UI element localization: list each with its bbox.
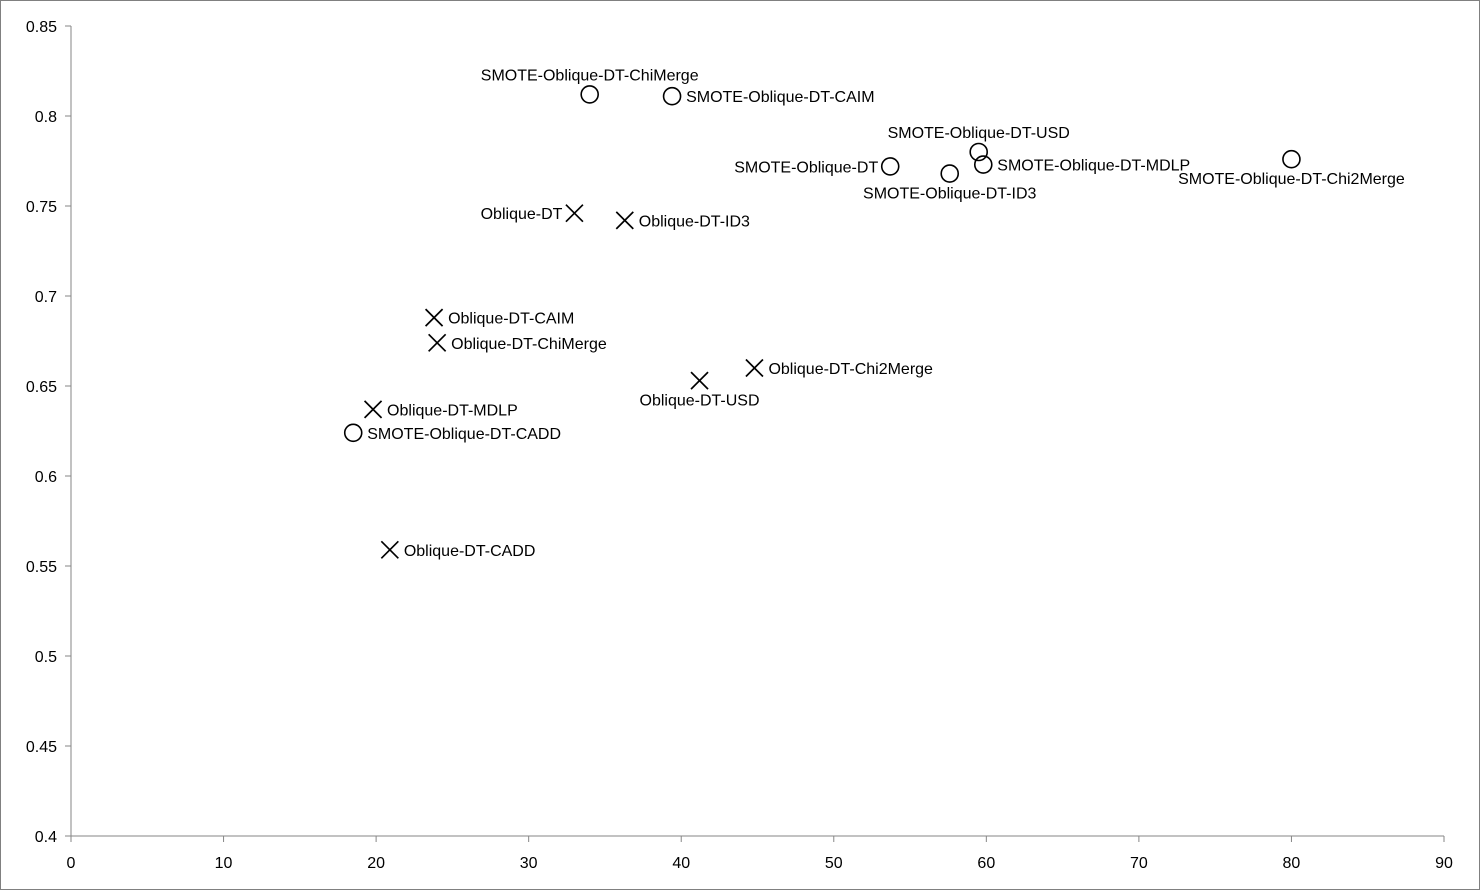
cross-point xyxy=(690,371,709,390)
point-label: Oblique-DT-CAIM xyxy=(448,311,574,328)
point-label: SMOTE-Oblique-DT-CADD xyxy=(367,426,561,443)
circle-point xyxy=(343,423,363,443)
point-label: SMOTE-Oblique-DT-ChiMerge xyxy=(481,67,699,84)
point-label: Oblique-DT-MDLP xyxy=(387,402,518,419)
circle-point xyxy=(880,157,900,176)
y-tick-label: 0.65 xyxy=(26,379,57,396)
point-label: Oblique-DT-Chi2Merge xyxy=(768,361,933,378)
circle-point xyxy=(969,142,989,162)
y-tick-label: 0.8 xyxy=(35,109,57,126)
point-label: Oblique-DT-CADD xyxy=(404,543,536,560)
y-tick-label: 0.4 xyxy=(35,829,57,846)
point-label: Oblique-DT xyxy=(481,206,563,223)
circle-point xyxy=(580,85,599,104)
point-label: SMOTE-Oblique-DT-MDLP xyxy=(997,158,1190,175)
x-tick-label: 60 xyxy=(977,855,995,872)
point-label: Oblique-DT-ID3 xyxy=(639,213,750,230)
point-label: SMOTE-Oblique-DT-CAIM xyxy=(686,89,874,106)
y-tick-label: 0.6 xyxy=(35,469,57,486)
y-tick-label: 0.45 xyxy=(26,739,57,756)
y-tick-label: 0.55 xyxy=(26,559,57,576)
cross-point xyxy=(565,204,584,223)
point-label: SMOTE-Oblique-DT xyxy=(734,159,878,176)
point-label: SMOTE-Oblique-DT-ID3 xyxy=(863,186,1036,203)
x-tick-label: 0 xyxy=(67,855,76,872)
circle-point xyxy=(940,164,960,183)
x-tick-label: 70 xyxy=(1130,855,1148,872)
point-label: Oblique-DT-ChiMerge xyxy=(451,336,607,353)
x-tick-label: 20 xyxy=(367,855,385,872)
circle-point xyxy=(973,155,993,174)
data-points xyxy=(343,85,1301,559)
cross-point xyxy=(745,358,764,378)
x-tick-label: 90 xyxy=(1435,855,1453,872)
x-tick-label: 30 xyxy=(520,855,538,872)
x-tick-label: 40 xyxy=(672,855,690,872)
x-tick-label: 50 xyxy=(825,855,843,872)
cross-point xyxy=(363,400,383,419)
x-tick-label: 80 xyxy=(1283,855,1301,872)
cross-point xyxy=(615,211,634,230)
point-label: SMOTE-Oblique-DT-USD xyxy=(888,125,1070,142)
point-label: SMOTE-Oblique-DT-Chi2Merge xyxy=(1178,171,1405,188)
circle-point xyxy=(662,86,682,106)
y-tick-label: 0.75 xyxy=(26,199,57,216)
x-tick-label: 10 xyxy=(215,855,233,872)
y-tick-label: 0.5 xyxy=(35,649,57,666)
point-label: Oblique-DT-USD xyxy=(640,393,760,410)
cross-point xyxy=(428,333,447,352)
circle-point xyxy=(1282,149,1301,169)
cross-point xyxy=(424,308,444,327)
axes xyxy=(65,25,1445,842)
tick-labels: 0.4 0.45 0.5 0.55 0.6 0.65 0.7 0.75 0.8 0.85 0 10 20… xyxy=(26,19,1453,872)
cross-point xyxy=(380,540,399,559)
point-labels: SMOTE-Oblique-DT-ChiMerge SMOTE-Oblique-D… xyxy=(367,67,1405,559)
y-tick-label: 0.85 xyxy=(26,19,57,36)
y-tick-label: 0.7 xyxy=(35,289,57,306)
